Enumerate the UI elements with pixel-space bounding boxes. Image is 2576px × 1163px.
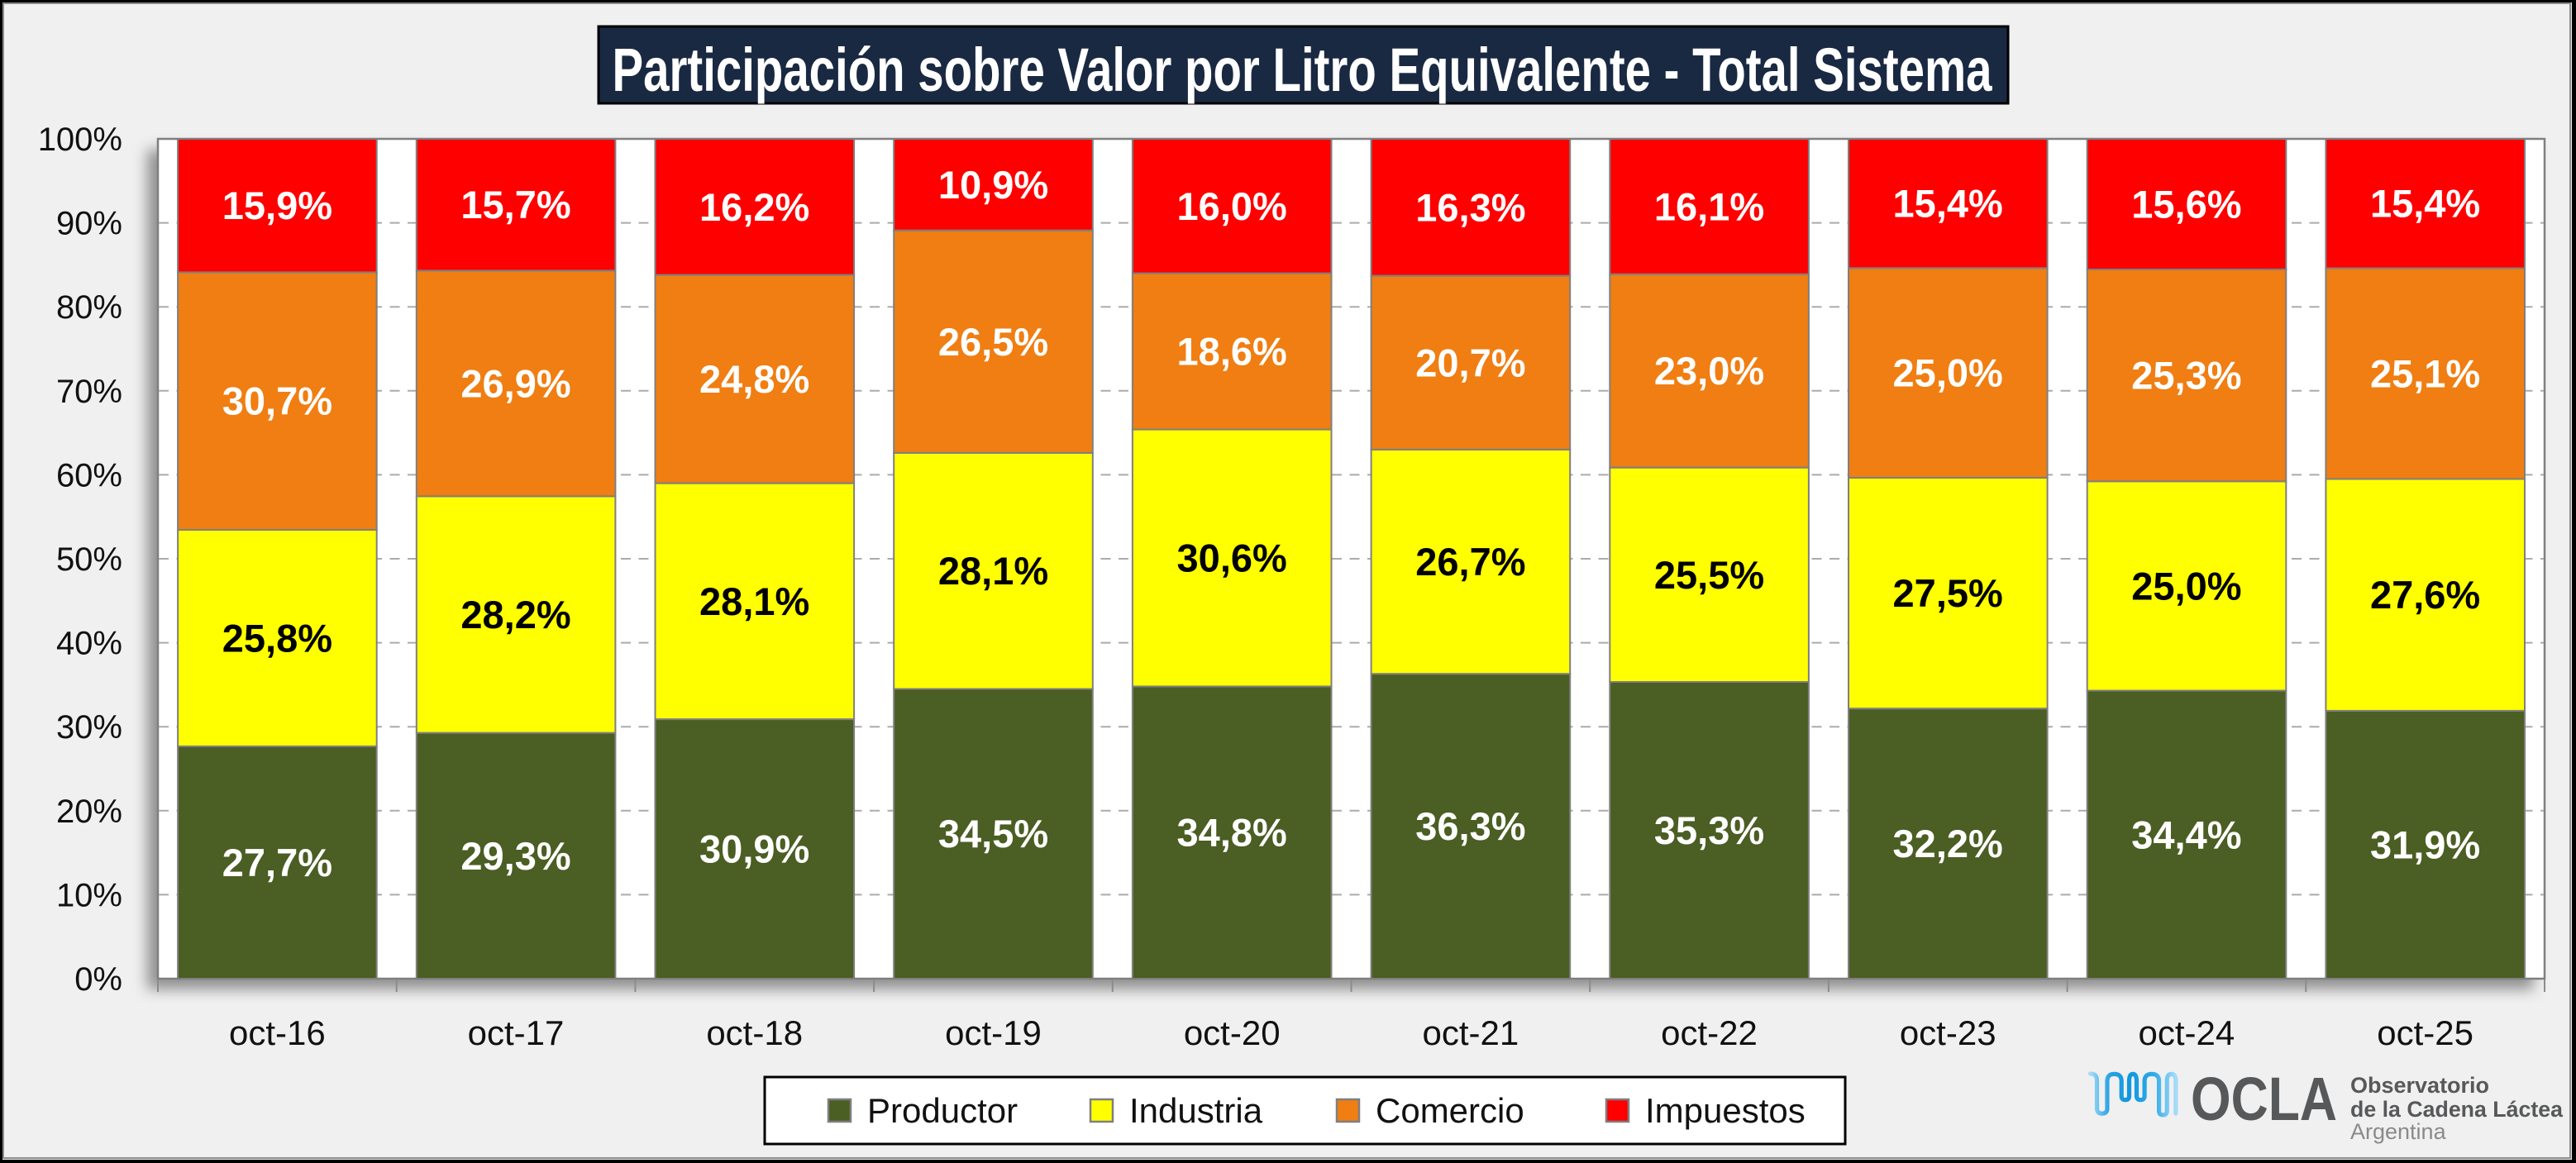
svg-text:oct-19: oct-19 [945,1013,1042,1052]
svg-text:10%: 10% [56,877,122,913]
svg-text:20%: 20% [56,794,122,830]
svg-text:16,0%: 16,0% [1177,184,1287,228]
svg-text:oct-18: oct-18 [706,1013,803,1052]
svg-text:15,7%: 15,7% [460,183,570,226]
svg-text:0%: 0% [74,961,122,998]
svg-text:Industria: Industria [1129,1091,1263,1130]
svg-text:de la Cadena Láctea: de la Cadena Láctea [2350,1097,2564,1122]
svg-text:28,1%: 28,1% [699,579,809,623]
svg-text:oct-17: oct-17 [468,1013,565,1052]
svg-text:oct-25: oct-25 [2377,1013,2473,1052]
svg-text:70%: 70% [56,374,122,410]
svg-text:oct-21: oct-21 [1423,1013,1519,1052]
svg-text:24,8%: 24,8% [699,357,809,401]
svg-text:18,6%: 18,6% [1177,330,1287,374]
svg-text:oct-16: oct-16 [229,1013,326,1052]
svg-text:100%: 100% [38,122,122,158]
svg-text:Comercio: Comercio [1376,1091,1524,1130]
svg-text:oct-23: oct-23 [1900,1013,1996,1052]
svg-text:15,9%: 15,9% [222,184,332,227]
svg-text:31,9%: 31,9% [2370,822,2480,866]
svg-text:23,0%: 23,0% [1654,349,1764,393]
svg-text:10,9%: 10,9% [938,163,1048,207]
svg-text:60%: 60% [56,457,122,493]
svg-text:26,5%: 26,5% [938,320,1048,364]
svg-text:50%: 50% [56,541,122,578]
svg-text:27,5%: 27,5% [1893,571,2003,615]
svg-text:29,3%: 29,3% [460,834,570,878]
svg-text:Productor: Productor [867,1091,1018,1130]
svg-text:16,1%: 16,1% [1654,184,1764,228]
svg-text:35,3%: 35,3% [1654,808,1764,852]
svg-text:34,4%: 34,4% [2131,813,2241,856]
svg-text:25,8%: 25,8% [222,616,332,660]
svg-text:16,3%: 16,3% [1415,185,1525,229]
svg-text:20,7%: 20,7% [1415,341,1525,384]
svg-text:25,3%: 25,3% [2131,354,2241,398]
svg-text:Participación sobre Valor por: Participación sobre Valor por Litro Equi… [613,36,1993,104]
svg-text:oct-24: oct-24 [2139,1013,2235,1052]
svg-text:32,2%: 32,2% [1893,822,2003,865]
svg-text:15,4%: 15,4% [2370,182,2480,226]
svg-text:25,0%: 25,0% [2131,564,2241,608]
svg-text:16,2%: 16,2% [699,185,809,229]
svg-text:25,1%: 25,1% [2370,352,2480,396]
svg-text:27,6%: 27,6% [2370,573,2480,617]
svg-text:oct-20: oct-20 [1184,1013,1281,1052]
svg-text:30,9%: 30,9% [699,827,809,871]
svg-text:80%: 80% [56,289,122,326]
svg-text:25,0%: 25,0% [1893,351,2003,395]
svg-text:90%: 90% [56,206,122,242]
svg-text:Impuestos: Impuestos [1645,1091,1806,1130]
svg-text:Argentina: Argentina [2350,1119,2447,1144]
svg-text:OCLA: OCLA [2191,1065,2337,1133]
svg-text:15,6%: 15,6% [2131,183,2241,226]
svg-text:30%: 30% [56,709,122,746]
svg-text:Observatorio: Observatorio [2350,1073,2489,1098]
svg-text:28,2%: 28,2% [460,593,570,636]
svg-text:26,7%: 26,7% [1415,540,1525,584]
svg-text:oct-22: oct-22 [1661,1013,1758,1052]
svg-text:26,9%: 26,9% [460,361,570,405]
svg-text:25,5%: 25,5% [1654,553,1764,597]
svg-text:28,1%: 28,1% [938,549,1048,593]
svg-text:34,8%: 34,8% [1177,811,1287,855]
svg-text:40%: 40% [56,626,122,662]
svg-text:30,6%: 30,6% [1177,536,1287,580]
svg-text:27,7%: 27,7% [222,841,332,884]
svg-text:15,4%: 15,4% [1893,182,2003,226]
svg-text:36,3%: 36,3% [1415,804,1525,848]
svg-text:30,7%: 30,7% [222,379,332,423]
svg-text:34,5%: 34,5% [938,812,1048,856]
